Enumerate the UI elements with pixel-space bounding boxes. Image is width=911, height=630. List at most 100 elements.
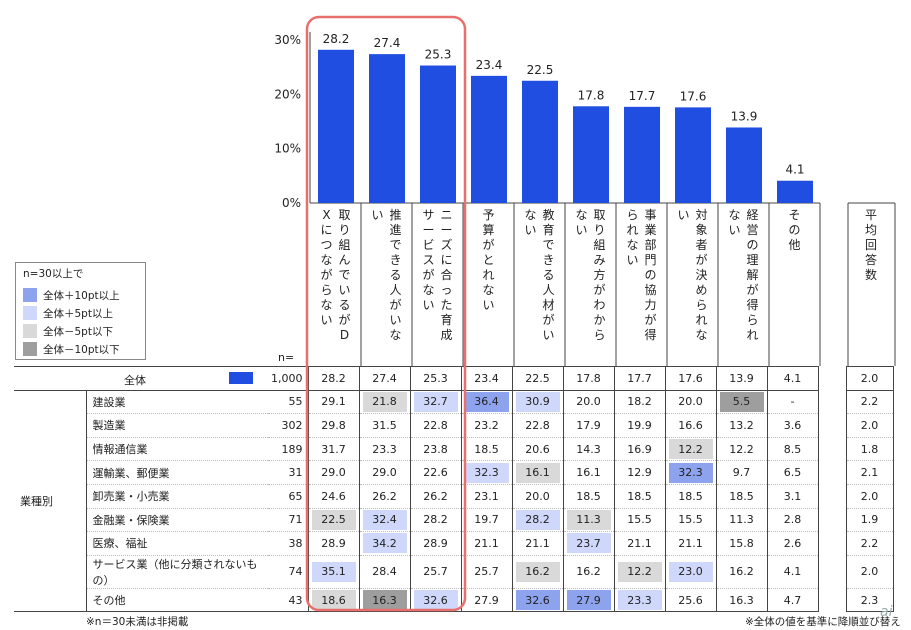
row-value: 29.1 xyxy=(307,390,360,415)
table-row: 金融業・保険業 71 22.5 32.4 28.2 19.7 28.2 11.3 15.5 15.… xyxy=(14,508,894,533)
row-value: 26.2 xyxy=(359,484,411,509)
category-label: ない xyxy=(575,208,588,237)
bar-value-label: 13.9 xyxy=(731,109,758,123)
row-value: 16.1 xyxy=(512,460,564,485)
row-avg: 2.0 xyxy=(845,555,894,589)
row-label: 医療、福祉 xyxy=(86,531,268,556)
row-value: 32.6 xyxy=(512,588,564,613)
row-value: 23.1 xyxy=(461,484,513,509)
row-value: 23.3 xyxy=(614,588,666,613)
row-value: 13.2 xyxy=(716,413,768,438)
row-value: 8.5 xyxy=(767,437,819,462)
group-label: 業種別 xyxy=(14,390,87,613)
category-label: い xyxy=(371,208,384,222)
gap-cell xyxy=(818,555,846,588)
row-value: 9.7 xyxy=(716,460,768,485)
row-value: 2.8 xyxy=(767,508,819,533)
table-row: 製造業 302 29.8 31.5 22.8 23.2 22.8 17.9 19.9 16.6 13… xyxy=(14,413,894,438)
row-value: 20.0 xyxy=(563,390,615,415)
table-row: 情報通信業 189 31.7 23.3 23.8 18.5 20.6 14.3 16.9 12.2… xyxy=(14,437,894,462)
bar xyxy=(369,54,405,204)
legend-item: 全体－5pt以下 xyxy=(23,323,113,339)
row-value: 18.5 xyxy=(614,484,666,509)
row-value: 15.5 xyxy=(614,508,666,533)
legend-swatch xyxy=(23,342,37,356)
row-label: サービス業（他に分類されないもの） xyxy=(86,555,268,589)
row-value: 27.9 xyxy=(461,588,513,613)
row-value: 4.1 xyxy=(767,555,819,589)
table-row: 業種別 建設業 55 29.1 21.8 32.7 36.4 30.9 20.0 18.2 20.0… xyxy=(14,390,894,613)
category-label: ない xyxy=(524,208,537,237)
bar-value-label: 22.5 xyxy=(527,63,554,77)
row-value: 23.8 xyxy=(410,437,462,462)
row-n: 189 xyxy=(268,437,309,462)
row-label: 金融業・保険業 xyxy=(86,508,268,533)
bar-value-label: 17.7 xyxy=(629,89,656,103)
row-value: 3.1 xyxy=(767,484,819,509)
total-color-swatch xyxy=(229,372,253,384)
row-label: 卸売業・小売業 xyxy=(86,484,268,509)
gap-cell xyxy=(818,508,846,532)
legend-swatch xyxy=(23,288,37,302)
row-value: 32.4 xyxy=(359,508,411,533)
row-value: 22.6 xyxy=(410,460,462,485)
row-value: 29.0 xyxy=(307,460,360,485)
bar xyxy=(522,80,558,203)
footnote-left: ※n＝30未満は非掲載 xyxy=(86,616,189,628)
gap-cell xyxy=(818,461,846,485)
row-value: 2.6 xyxy=(767,531,819,556)
category-label: 予算がとれない xyxy=(482,208,495,312)
row-value: 36.4 xyxy=(461,390,513,415)
row-value: 29.8 xyxy=(307,413,360,438)
row-value: 12.2 xyxy=(665,437,717,462)
row-value: 28.9 xyxy=(307,531,360,556)
total-value: 23.4 xyxy=(461,366,513,391)
row-value: 16.9 xyxy=(614,437,666,462)
row-value: 28.2 xyxy=(410,508,462,533)
row-value: 23.7 xyxy=(563,531,615,556)
row-value: 22.8 xyxy=(512,413,564,438)
row-value: 12.2 xyxy=(716,437,768,462)
row-value: 18.5 xyxy=(461,437,513,462)
legend-label: 全体－5pt以下 xyxy=(43,325,113,338)
total-n: 1,000 xyxy=(268,366,309,391)
total-value: 17.8 xyxy=(563,366,615,391)
row-value: 19.7 xyxy=(461,508,513,533)
row-value: 28.4 xyxy=(359,555,411,589)
total-value: 28.2 xyxy=(307,366,360,391)
data-table: 全体 1,000 28.2 27.4 25.3 23.4 22.5 17.8 17.7 17.6 1… xyxy=(14,366,894,613)
row-avg: 2.0 xyxy=(845,484,894,509)
row-value: 18.5 xyxy=(716,484,768,509)
row-value: 15.5 xyxy=(665,508,717,533)
total-avg: 2.0 xyxy=(845,366,894,391)
row-n: 31 xyxy=(268,460,309,485)
bar xyxy=(675,107,711,203)
row-value: 25.6 xyxy=(665,588,717,613)
row-value: 21.1 xyxy=(614,531,666,556)
row-value: - xyxy=(767,390,819,415)
bar-value-label: 23.4 xyxy=(476,58,503,72)
row-n: 38 xyxy=(268,531,309,556)
row-value: 31.5 xyxy=(359,413,411,438)
row-value: 17.9 xyxy=(563,413,615,438)
bar xyxy=(573,106,609,203)
category-label: い xyxy=(677,208,690,222)
row-n: 43 xyxy=(268,588,309,613)
row-value: 16.3 xyxy=(716,588,768,613)
category-label: ない xyxy=(728,208,741,237)
row-n: 65 xyxy=(268,484,309,509)
row-value: 16.2 xyxy=(563,555,615,589)
legend-label: 全体＋10pt以上 xyxy=(43,289,120,302)
legend-title: n=30以上で xyxy=(23,268,84,280)
bar xyxy=(471,75,507,203)
row-value: 6.5 xyxy=(767,460,819,485)
bar xyxy=(318,49,354,203)
row-value: 18.5 xyxy=(665,484,717,509)
legend-item: 全体－10pt以下 xyxy=(23,341,120,357)
row-avg: 2.2 xyxy=(845,390,894,415)
row-value: 20.0 xyxy=(512,484,564,509)
gap-cell xyxy=(818,437,846,461)
row-value: 14.3 xyxy=(563,437,615,462)
row-value: 12.2 xyxy=(614,555,666,589)
bar xyxy=(777,180,813,203)
